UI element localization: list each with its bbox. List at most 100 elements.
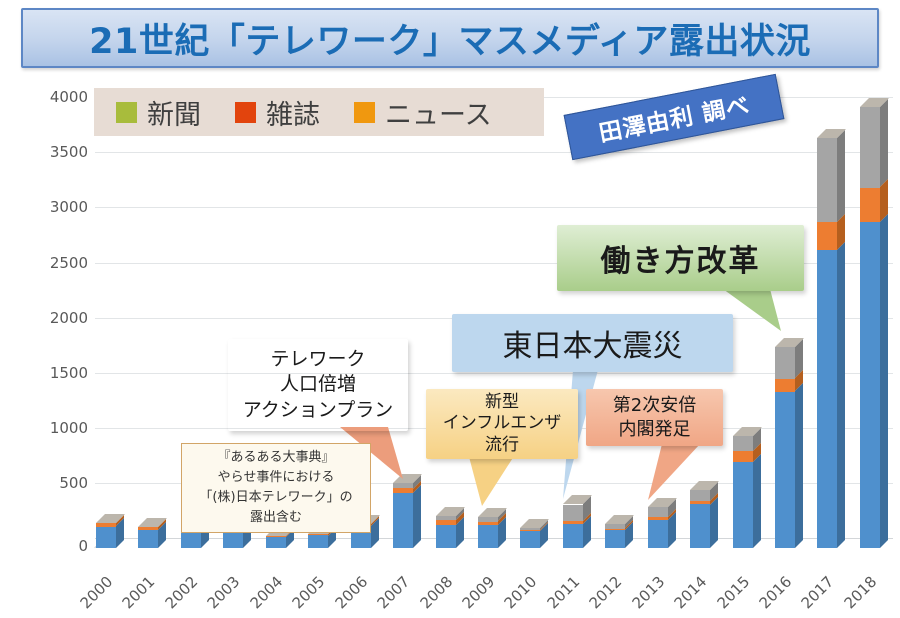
- segment-gray: [775, 347, 796, 379]
- bar-2011: [562, 495, 592, 548]
- y-axis-label-4000: 4000: [49, 88, 88, 107]
- note-line: 『あるある大事典』: [217, 449, 335, 465]
- gridline-2500: [95, 262, 893, 264]
- segment-gray: [520, 528, 541, 531]
- segment-orange: [308, 533, 329, 536]
- segment-blue: [223, 533, 244, 548]
- segment-orange: [605, 528, 626, 531]
- segment-orange: [690, 500, 711, 505]
- segment-blue: [520, 531, 541, 548]
- legend-item-news: ニュース: [354, 93, 492, 132]
- segment-blue: [138, 529, 159, 548]
- workstyle-callout: 働き方改革: [557, 225, 804, 291]
- legend-label: 新聞: [147, 99, 201, 131]
- y-axis-label-3000: 3000: [49, 198, 88, 217]
- bar-2018: [859, 98, 889, 548]
- flu-line: 流行: [485, 434, 519, 455]
- abe-line: 第2次安倍: [612, 395, 697, 417]
- y-axis-label-2500: 2500: [49, 253, 88, 272]
- legend-label: ニュース: [385, 99, 492, 131]
- segment-gray: [393, 482, 414, 489]
- segment-blue: [477, 525, 498, 548]
- plan-line: アクションプラン: [242, 398, 394, 421]
- segment-blue: [96, 526, 116, 548]
- bar-2003: [223, 522, 253, 548]
- segment-blue: [393, 492, 414, 548]
- y-axis-label-3500: 3500: [49, 143, 88, 162]
- segment-side-gray: [837, 130, 846, 222]
- bar-2001: [138, 517, 168, 548]
- segment-side-blue: [837, 242, 846, 548]
- segment-gray: [690, 489, 711, 501]
- segment-gray: [477, 517, 498, 522]
- y-axis-label-1000: 1000: [49, 418, 88, 437]
- segment-blue: [562, 524, 583, 548]
- flu-callout: 新型 インフルエンザ 流行: [426, 389, 578, 459]
- newspaper-swatch-icon: [116, 101, 137, 123]
- segment-side-blue: [710, 496, 719, 548]
- earthquake-callout: 東日本大震災: [452, 314, 733, 372]
- segment-side-gray: [879, 99, 888, 188]
- magazine-swatch-icon: [235, 101, 256, 123]
- y-axis-label-0: 0: [78, 537, 88, 555]
- segment-orange: [562, 521, 583, 525]
- flu-line: 新型: [485, 392, 519, 413]
- segment-side-blue: [795, 383, 804, 548]
- segment-blue: [647, 520, 668, 548]
- segment-orange: [393, 488, 414, 493]
- gridline-3500: [95, 152, 893, 154]
- segment-orange: [520, 530, 541, 532]
- segment-orange: [96, 523, 116, 527]
- bar-2016: [775, 338, 805, 548]
- page-title-banner: 21世紀「テレワーク」マスメディア露出状況: [21, 8, 879, 68]
- segment-orange: [477, 521, 498, 526]
- note-line: 「(株)日本テレワーク」の: [199, 490, 353, 505]
- segment-orange: [138, 526, 159, 530]
- segment-gray: [859, 107, 880, 188]
- segment-blue: [732, 462, 753, 548]
- bar-2012: [605, 515, 635, 548]
- note-line: やらせ事件における: [217, 469, 335, 485]
- plan-line: 人口倍増: [279, 373, 356, 396]
- segment-blue: [775, 391, 796, 548]
- abe-line: 内閣発足: [618, 418, 691, 440]
- segment-orange: [647, 517, 668, 521]
- legend-item-magazine: 雑誌: [235, 93, 320, 132]
- gridline-3000: [95, 207, 893, 209]
- segment-orange: [775, 378, 796, 392]
- gridline-1500: [95, 372, 893, 374]
- bar-2009: [477, 508, 507, 548]
- segment-orange: [817, 221, 838, 251]
- segment-blue: [265, 536, 286, 548]
- segment-side-blue: [582, 516, 591, 548]
- bar-2008: [435, 507, 465, 548]
- bar-2004: [265, 526, 295, 548]
- segment-orange: [435, 520, 456, 525]
- bar-2010: [520, 519, 550, 548]
- segment-gray: [817, 138, 838, 222]
- bar-2017: [817, 129, 847, 548]
- segment-gray: [647, 507, 668, 518]
- plan-callout: テレワーク 人口倍増 アクションプラン: [228, 339, 408, 431]
- segment-orange: [732, 451, 753, 463]
- segment-gray: [562, 504, 583, 522]
- y-axis-label-500: 500: [59, 473, 88, 492]
- bar-2014: [690, 480, 720, 548]
- news-swatch-icon: [354, 101, 375, 123]
- segment-gray: [435, 516, 456, 521]
- page-title: 21世紀「テレワーク」マスメディア露出状況: [89, 21, 811, 62]
- y-axis-label-1500: 1500: [49, 363, 88, 382]
- y-axis-label-2000: 2000: [49, 308, 88, 327]
- segment-side-blue: [667, 512, 676, 548]
- bar-2015: [732, 426, 762, 548]
- abe-callout: 第2次安倍 内閣発足: [586, 389, 723, 446]
- bar-2000: [96, 514, 125, 548]
- segment-orange: [859, 187, 880, 222]
- segment-blue: [817, 250, 838, 548]
- note-box: 『あるある大事典』 やらせ事件における 「(株)日本テレワーク」の 露出含む: [181, 443, 371, 533]
- segment-blue: [690, 504, 711, 548]
- plan-line: テレワーク: [270, 347, 366, 370]
- segment-blue: [308, 535, 329, 548]
